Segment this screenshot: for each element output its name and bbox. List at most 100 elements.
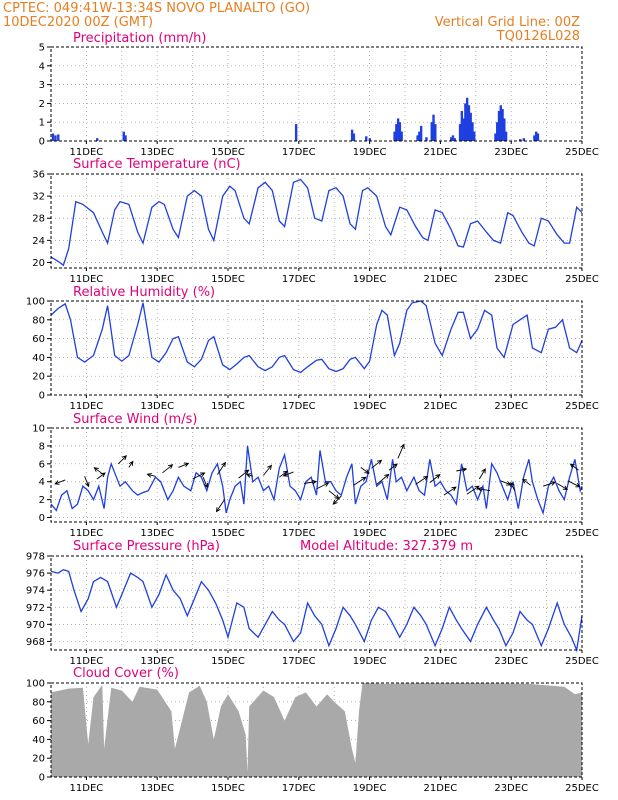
precip-bar [350, 129, 354, 141]
header-station: CPTEC: 049:41W-13:34S NOVO PLANALTO (GO) [3, 1, 310, 16]
precip-xtick-label: 15DEC [211, 147, 245, 158]
rh-ytick-label: 60 [32, 334, 45, 345]
precip-bar [396, 118, 400, 141]
precip-bar [473, 131, 476, 141]
precip-bar [522, 138, 525, 141]
wind-vector-arrow [429, 473, 441, 483]
precip-bar [294, 124, 298, 141]
cloud-xtick-label: 17DEC [282, 783, 316, 794]
precip-bar [432, 114, 435, 141]
precip-bar [400, 131, 403, 141]
cloud-xtick-label: 23DEC [494, 783, 528, 794]
wind-vector-arrow [443, 486, 457, 496]
pressure-series-line [50, 568, 583, 653]
precip-bar [519, 139, 522, 141]
temp-xtick-label: 19DEC [353, 274, 387, 285]
cloud-xtick-label: 21DEC [424, 783, 458, 794]
precip-xtick-label: 21DEC [424, 147, 458, 158]
cloud-xtick-label: 25DEC [565, 783, 599, 794]
cloud-cover-area [51, 683, 582, 777]
wind-vector-arrow [215, 499, 225, 513]
wind-vector-arrow [456, 467, 468, 473]
temp-ytick-label: 24 [32, 236, 45, 247]
cloud-ytick-label: 20 [32, 754, 45, 765]
cloud-ytick-label: 60 [32, 716, 45, 727]
precip-bar [365, 136, 368, 141]
wind-series-line [50, 445, 583, 516]
wind-vector-arrow [415, 475, 429, 485]
temp-frame [50, 173, 583, 269]
wind-ytick-label: 0 [39, 513, 45, 524]
header: CPTEC: 049:41W-13:34S NOVO PLANALTO (GO)… [3, 1, 580, 44]
wind-vector-arrow [178, 462, 190, 468]
pressure-xtick-label: 19DEC [353, 656, 387, 667]
precip-bar [430, 122, 433, 141]
wind-vector-arrow [202, 477, 209, 489]
rh-xtick-label: 21DEC [424, 401, 458, 412]
wind-vector-arrow [316, 482, 330, 490]
pressure-ytick-label: 976 [26, 569, 45, 580]
pressure-xtick-label: 21DEC [424, 656, 458, 667]
rh-ytick-label: 40 [32, 353, 45, 364]
wind-xtick-label: 15DEC [211, 528, 245, 539]
precip-bar [534, 131, 538, 141]
header-gridline-note: Vertical Grid Line: 00Z [435, 15, 580, 30]
pressure-ytick-label: 972 [26, 603, 45, 614]
precip-ytick-label: 4 [39, 61, 45, 72]
panel-temp: 20 24 28 32 36 11DEC 13DEC 15DEC 17DEC 19DEC 21DEC… [32, 157, 599, 285]
precip-bar [419, 125, 423, 141]
pressure-ytick-label: 978 [26, 552, 45, 563]
wind-vector-arrow [128, 460, 134, 468]
rh-frame [50, 300, 583, 396]
wind-vector-arrow [245, 473, 253, 478]
precip-bar [467, 105, 471, 141]
cloud-frame [50, 682, 583, 778]
cloud-xtick-label: 11DEC [70, 783, 104, 794]
precip-bar [460, 110, 464, 141]
wind-vector-arrow [360, 467, 370, 475]
precip-bar [96, 138, 99, 141]
precip-bar [503, 118, 506, 141]
precip-bar [393, 131, 396, 141]
precip-title: Precipitation (mm/h) [73, 31, 206, 46]
temp-ytick-label: 20 [32, 258, 45, 269]
rh-xtick-label: 25DEC [565, 401, 599, 412]
wind-vector-arrow [569, 463, 579, 471]
precip-xtick-label: 19DEC [353, 147, 387, 158]
wind-vector-arrow [371, 459, 383, 469]
precip-bar [54, 135, 57, 141]
precip-bar [450, 137, 453, 141]
precip-bar [51, 133, 55, 141]
temp-series-line [50, 178, 583, 267]
wind-vector-arrow [567, 480, 581, 488]
rh-ytick-label: 20 [32, 372, 45, 383]
rh-series-line [50, 300, 583, 374]
cloud-title: Cloud Cover (%) [73, 666, 179, 681]
wind-vector-arrow [388, 463, 398, 471]
wind-xtick-label: 13DEC [140, 528, 174, 539]
pressure-xtick-label: 23DEC [494, 656, 528, 667]
wind-title: Surface Wind (m/s) [73, 412, 197, 427]
panel-precip: 0 1 2 3 4 5 11DEC 13DEC 15DEC 17DEC 19DEC 21DEC 23DE… [39, 31, 599, 158]
precip-bar [499, 105, 502, 141]
wind-ytick-label: 8 [39, 441, 45, 452]
panel-cloud: 0 20 40 60 80 100 11DEC 13DEC 15DEC 17DEC 19DEC 21D… [26, 666, 599, 794]
wind-vector-arrow [556, 483, 569, 491]
rh-ytick-label: 100 [26, 297, 45, 308]
rh-ytick-label: 80 [32, 315, 45, 326]
precip-xtick-label: 23DEC [494, 147, 528, 158]
temp-ytick-label: 36 [32, 170, 45, 181]
wind-vector-arrow [96, 472, 106, 480]
precip-xtick-label: 13DEC [140, 147, 174, 158]
precip-bar [464, 103, 467, 141]
wind-xtick-label: 19DEC [353, 528, 387, 539]
precip-bar [434, 124, 437, 141]
wind-vector-arrow [478, 468, 486, 480]
precip-bar [465, 97, 469, 141]
precip-bar [124, 135, 127, 141]
precip-bar [533, 135, 536, 141]
precip-ytick-label: 1 [39, 118, 45, 129]
precip-bar [471, 122, 474, 141]
wind-ytick-label: 6 [39, 459, 45, 470]
pressure-title: Surface Pressure (hPa) [73, 539, 220, 554]
